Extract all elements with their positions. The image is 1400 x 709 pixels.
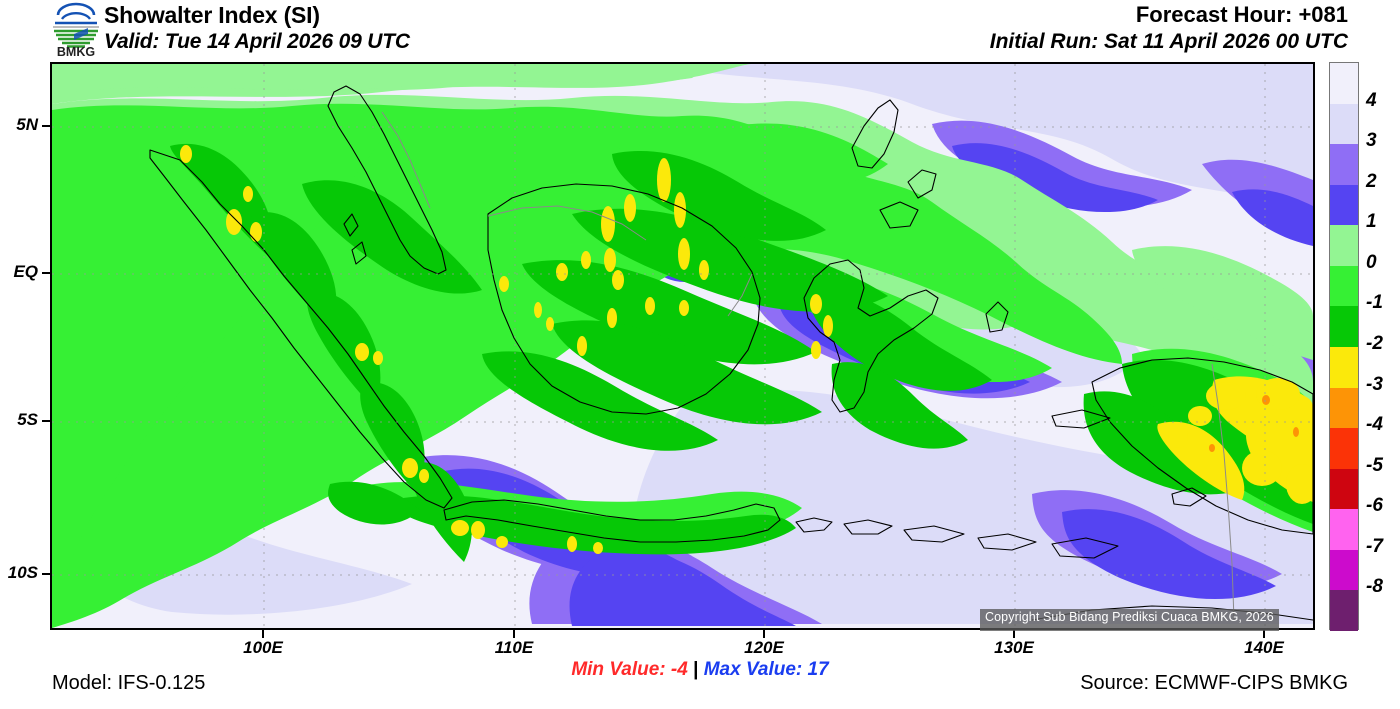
max-value-label: Max Value: 17 <box>703 659 829 680</box>
source-label: Source: ECMWF-CIPS BMKG <box>1080 672 1348 694</box>
colorbar-tick--4: -4 <box>1366 414 1383 436</box>
colorbar-band-0 <box>1330 63 1358 104</box>
colorbar-band-13 <box>1330 590 1358 631</box>
map-plot-area <box>50 62 1315 630</box>
bmkg-logo: BMKG <box>44 1 108 59</box>
country-border-overlay <box>381 111 1235 621</box>
y-axis-label-10s: 10S <box>7 563 38 582</box>
colorbar-band-2 <box>1330 144 1358 185</box>
colorbar-tick-1: 1 <box>1366 211 1377 233</box>
y-tick-10s <box>42 573 50 575</box>
x-axis-label-100e: 100E <box>243 638 283 657</box>
colorbar-band-8 <box>1330 387 1358 429</box>
colorbar-tick-2: 2 <box>1366 170 1377 192</box>
colorbar-tick--8: -8 <box>1366 576 1383 598</box>
y-axis-label-5n: 5N <box>16 115 38 134</box>
min-max-value-label: Min Value: -4 | Max Value: 17 <box>0 659 1400 681</box>
bmkg-logo-text: BMKG <box>57 45 95 58</box>
colorbar-band-9 <box>1330 428 1358 469</box>
colorbar-band-10 <box>1330 468 1358 510</box>
colorbar-tick--7: -7 <box>1366 535 1383 557</box>
colorbar <box>1329 62 1359 631</box>
colorbar-band-1 <box>1330 103 1358 145</box>
colorbar-tick-3: 3 <box>1366 130 1377 152</box>
x-tick-130e <box>1013 630 1015 638</box>
colorbar-band-7 <box>1330 346 1358 388</box>
valid-time-label: Valid: Tue 14 April 2026 09 UTC <box>104 30 410 53</box>
copyright-watermark: Copyright Sub Bidang Prediksi Cuaca BMKG… <box>980 609 1279 631</box>
initial-run-label: Initial Run: Sat 11 April 2026 00 UTC <box>989 30 1348 53</box>
colorbar-tick-4: 4 <box>1366 89 1377 111</box>
y-tick-5s <box>42 420 50 422</box>
y-axis-label-eq: EQ <box>13 262 38 281</box>
x-axis-label-120e: 120E <box>744 638 784 657</box>
min-max-separator: | <box>693 659 699 680</box>
y-tick-eq <box>42 272 50 274</box>
colorbar-band-4 <box>1330 225 1358 266</box>
coastline-overlay <box>149 85 1313 621</box>
forecast-hour-label: Forecast Hour: +081 <box>1135 2 1348 27</box>
si-band-minus4tominus3 <box>1209 395 1299 452</box>
colorbar-tick-0: 0 <box>1366 251 1377 273</box>
colorbar-band-6 <box>1330 306 1358 347</box>
colorbar-band-11 <box>1330 509 1358 550</box>
x-tick-100e <box>262 630 264 638</box>
colorbar-tick--5: -5 <box>1366 454 1383 476</box>
si-band-minus3tominus2 <box>180 145 1313 554</box>
y-axis-label-5s: 5S <box>17 410 38 429</box>
x-axis-label-130e: 130E <box>994 638 1034 657</box>
x-tick-120e <box>763 630 765 638</box>
x-tick-110e <box>513 630 515 638</box>
colorbar-band-5 <box>1330 265 1358 307</box>
showalter-index-contour-map <box>52 64 1313 628</box>
colorbar-tick--6: -6 <box>1366 495 1383 517</box>
colorbar-band-3 <box>1330 184 1358 226</box>
page-title: Showalter Index (SI) <box>104 2 320 28</box>
colorbar-tick--1: -1 <box>1366 292 1383 314</box>
colorbar-tick--2: -2 <box>1366 333 1383 354</box>
model-label: Model: IFS-0.125 <box>52 672 206 694</box>
x-axis-label-140e: 140E <box>1244 638 1284 657</box>
x-tick-140e <box>1263 630 1265 638</box>
x-axis-label-110e: 110E <box>494 638 534 657</box>
colorbar-band-12 <box>1330 549 1358 591</box>
colorbar-tick--3: -3 <box>1366 373 1383 395</box>
y-tick-5n <box>42 125 50 127</box>
min-value-label: Min Value: -4 <box>571 659 688 680</box>
